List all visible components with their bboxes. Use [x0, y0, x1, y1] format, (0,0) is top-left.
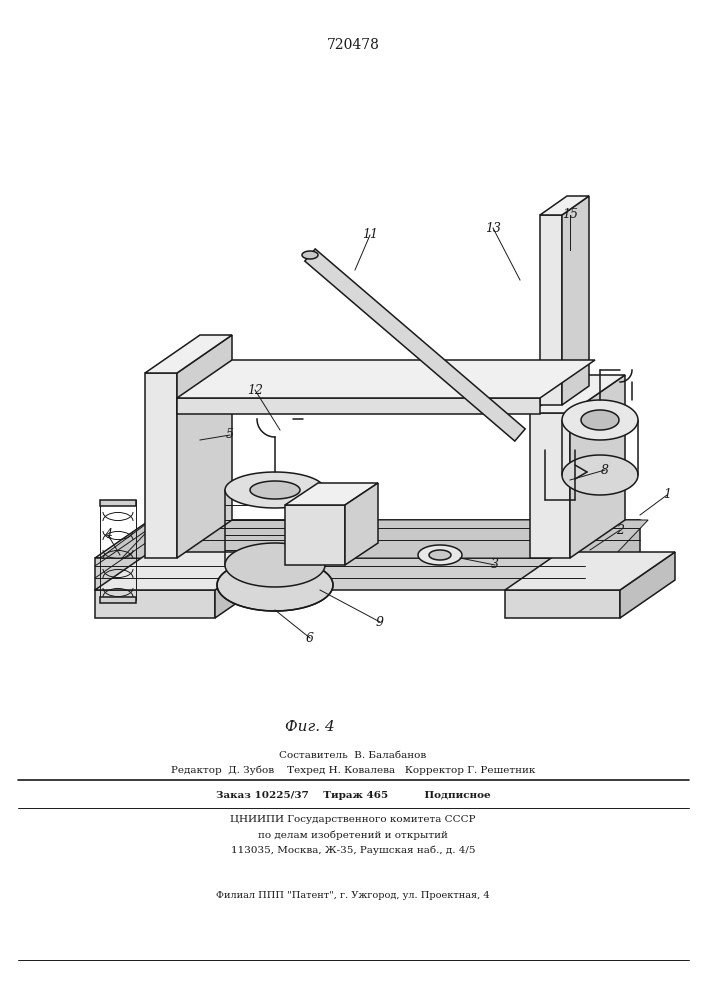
Polygon shape: [305, 249, 525, 441]
Text: 6: 6: [306, 632, 314, 645]
Polygon shape: [177, 335, 232, 558]
Text: 15: 15: [562, 209, 578, 222]
Polygon shape: [540, 196, 589, 215]
Text: 3: 3: [491, 558, 499, 572]
Polygon shape: [285, 505, 345, 565]
Polygon shape: [225, 543, 325, 587]
Text: 720478: 720478: [327, 38, 380, 52]
Polygon shape: [95, 558, 585, 590]
Text: 5: 5: [226, 428, 234, 442]
Polygon shape: [540, 215, 562, 405]
Text: 8: 8: [601, 464, 609, 477]
Text: Фиг. 4: Фиг. 4: [285, 720, 335, 734]
Polygon shape: [177, 398, 540, 414]
Polygon shape: [530, 413, 570, 558]
Text: 12: 12: [247, 383, 263, 396]
Text: Филиал ППП "Патент", г. Ужгород, ул. Проектная, 4: Филиал ППП "Патент", г. Ужгород, ул. Про…: [216, 890, 490, 900]
Polygon shape: [581, 410, 619, 430]
Polygon shape: [225, 472, 325, 508]
Text: Заказ 10225/37    Тираж 465          Подписное: Заказ 10225/37 Тираж 465 Подписное: [216, 790, 491, 800]
Polygon shape: [95, 590, 215, 618]
Text: 4: 4: [104, 528, 112, 542]
Polygon shape: [145, 335, 232, 373]
Polygon shape: [505, 590, 620, 618]
Polygon shape: [250, 481, 300, 499]
Polygon shape: [418, 545, 462, 565]
Polygon shape: [122, 520, 648, 558]
Text: 9: 9: [376, 615, 384, 629]
Text: Редактор  Д. Зубов    Техред Н. Ковалева   Корректор Г. Решетник: Редактор Д. Зубов Техред Н. Ковалева Кор…: [171, 765, 535, 775]
Text: 1: 1: [663, 488, 671, 502]
Text: Составитель  В. Балабанов: Составитель В. Балабанов: [279, 750, 426, 760]
Polygon shape: [217, 559, 333, 611]
Polygon shape: [215, 552, 270, 618]
Text: 11: 11: [362, 229, 378, 241]
Text: 13: 13: [485, 222, 501, 234]
Polygon shape: [100, 500, 136, 506]
Polygon shape: [145, 373, 177, 558]
Polygon shape: [429, 550, 451, 560]
Polygon shape: [570, 375, 625, 558]
Text: ЦНИИПИ Государственного комитета СССР: ЦНИИПИ Государственного комитета СССР: [230, 816, 476, 824]
Text: 2: 2: [616, 524, 624, 536]
Polygon shape: [95, 520, 640, 558]
Polygon shape: [285, 483, 378, 505]
Polygon shape: [302, 251, 318, 259]
Polygon shape: [620, 552, 675, 618]
Polygon shape: [505, 552, 675, 590]
Polygon shape: [345, 483, 378, 565]
Polygon shape: [562, 455, 638, 495]
Polygon shape: [530, 375, 625, 413]
Polygon shape: [562, 196, 589, 405]
Polygon shape: [562, 400, 638, 440]
Polygon shape: [585, 520, 640, 590]
Polygon shape: [100, 520, 641, 558]
Polygon shape: [177, 360, 595, 398]
Text: по делам изобретений и открытий: по делам изобретений и открытий: [258, 830, 448, 840]
Polygon shape: [95, 552, 270, 590]
Polygon shape: [100, 597, 136, 603]
Text: 113035, Москва, Ж-35, Раушская наб., д. 4/5: 113035, Москва, Ж-35, Раушская наб., д. …: [230, 845, 475, 855]
